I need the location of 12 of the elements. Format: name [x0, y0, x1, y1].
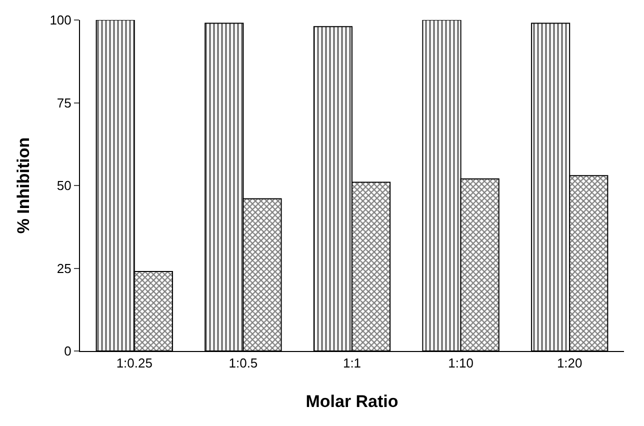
x-tick-label: 1:0.25: [116, 356, 152, 371]
x-tick-label: 1:1: [342, 356, 362, 371]
y-tick-label: 100: [50, 12, 72, 28]
x-tick-label: 1:0.5: [228, 356, 258, 371]
y-tick-label: 50: [56, 178, 72, 194]
y-axis-title: % Inhibition: [14, 137, 34, 234]
y-tick-label: 25: [56, 260, 72, 276]
x-tick-label: 1:20: [556, 356, 582, 371]
x-axis-title: Molar Ratio: [306, 392, 398, 411]
y-tick-label: 0: [64, 344, 72, 359]
y-tick-label: 75: [56, 95, 72, 110]
x-tick-label: 1:10: [448, 356, 474, 371]
